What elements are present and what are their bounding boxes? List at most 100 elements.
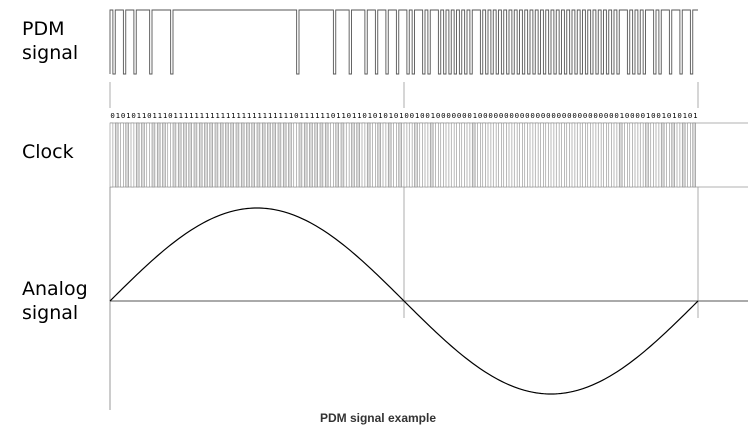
clock-pulse (676, 122, 681, 188)
clock-pulse (366, 122, 371, 188)
analog-label-line-2: signal (22, 302, 79, 324)
bit-label: 1 (693, 111, 697, 120)
clock-pulse (660, 122, 665, 188)
clock-pulse (571, 122, 576, 188)
pdm-trace (109, 9, 698, 75)
bit-label: 1 (284, 111, 288, 120)
clock-pulse (461, 122, 465, 188)
clock-pulse (450, 122, 455, 188)
clock-pulse (214, 122, 219, 188)
bit-label: 1 (189, 111, 193, 120)
bit-label: 0 (599, 111, 603, 120)
clock-pulse (130, 122, 135, 188)
bit-label: 0 (536, 111, 540, 120)
clock-pulse (435, 122, 439, 188)
bit-label: 0 (572, 111, 576, 120)
clock-pulse (692, 122, 696, 188)
bit-label: 1 (163, 111, 167, 120)
clock-pulse (204, 122, 208, 188)
bit-label: 1 (357, 111, 361, 120)
clock-pulse (193, 122, 198, 188)
bit-label: 1 (620, 111, 624, 120)
bit-label: 1 (268, 111, 272, 120)
clock-pulse (340, 122, 345, 188)
bit-label: 0 (593, 111, 597, 120)
bit-label: 0 (567, 111, 571, 120)
clock-pulse (624, 122, 628, 188)
clock-pulse (188, 122, 192, 188)
bit-label: 0 (394, 111, 398, 120)
bit-label: 0 (530, 111, 534, 120)
bit-label: 0 (383, 111, 387, 120)
bit-label: 1 (662, 111, 666, 120)
clock-pulse (309, 122, 313, 188)
clock-pulse (419, 122, 423, 188)
clock-pulse (246, 122, 250, 188)
bit-label: 1 (368, 111, 372, 120)
clock-pulse (597, 122, 602, 188)
bit-label: 1 (226, 111, 230, 120)
bit-label: 1 (378, 111, 382, 120)
bit-label: 0 (362, 111, 366, 120)
bit-label: 0 (488, 111, 492, 120)
clock-pulse (293, 122, 297, 188)
bit-label: 1 (278, 111, 282, 120)
bit-label: 1 (257, 111, 261, 120)
bit-label: 0 (656, 111, 660, 120)
bit-label: 1 (399, 111, 403, 120)
bit-label: 1 (158, 111, 162, 120)
clock-pulse (219, 122, 224, 188)
bit-label: 0 (347, 111, 351, 120)
clock-pulse (387, 122, 392, 188)
clock-pulse (172, 122, 177, 188)
clock-pulse (582, 122, 586, 188)
bit-label: 1 (415, 111, 419, 120)
clock-pulse (183, 122, 187, 188)
clock-pulse (177, 122, 182, 188)
figure-caption: PDM signal example (319, 411, 437, 425)
clock-pulse (408, 122, 413, 188)
bit-label: 0 (121, 111, 125, 120)
bit-label: 0 (667, 111, 671, 120)
bit-label: 1 (137, 111, 141, 120)
bit-label: 1 (152, 111, 156, 120)
bit-label: 0 (110, 111, 114, 120)
bit-label: 0 (436, 111, 440, 120)
clock-pulse (639, 122, 644, 188)
clock-pulse (466, 122, 471, 188)
clock-pulse (482, 122, 486, 188)
bit-label: 0 (499, 111, 503, 120)
bit-label: 1 (273, 111, 277, 120)
bit-label: 1 (126, 111, 130, 120)
bit-label: 0 (478, 111, 482, 120)
clock-pulse (151, 122, 156, 188)
bit-label: 1 (194, 111, 198, 120)
bit-label: 0 (578, 111, 582, 120)
bit-label: 1 (315, 111, 319, 120)
clock-pulse (225, 122, 229, 188)
bit-label: 0 (688, 111, 692, 120)
bit-label: 0 (557, 111, 561, 120)
bit-label: 0 (410, 111, 414, 120)
bit-label: 0 (131, 111, 135, 120)
bit-label: 0 (446, 111, 450, 120)
clock-pulse (603, 122, 607, 188)
clock-pulse (529, 122, 534, 188)
bit-label: 0 (562, 111, 566, 120)
bit-label: 0 (625, 111, 629, 120)
bit-label: 0 (462, 111, 466, 120)
clock-pulse (587, 122, 591, 188)
clock-pulse (393, 122, 397, 188)
bit-label: 0 (420, 111, 424, 120)
clock-pulse (456, 122, 460, 188)
bit-label: 1 (215, 111, 219, 120)
clock-pulse (403, 122, 408, 188)
pdm-signal-label: PDM signal (22, 17, 78, 65)
clock-label: Clock (22, 141, 74, 163)
clock-pulse (235, 122, 240, 188)
clock-pulse (298, 122, 303, 188)
clock-pulse (120, 122, 124, 188)
bit-label: 0 (147, 111, 151, 120)
clock-pulse (288, 122, 292, 188)
bit-label: 0 (525, 111, 529, 120)
